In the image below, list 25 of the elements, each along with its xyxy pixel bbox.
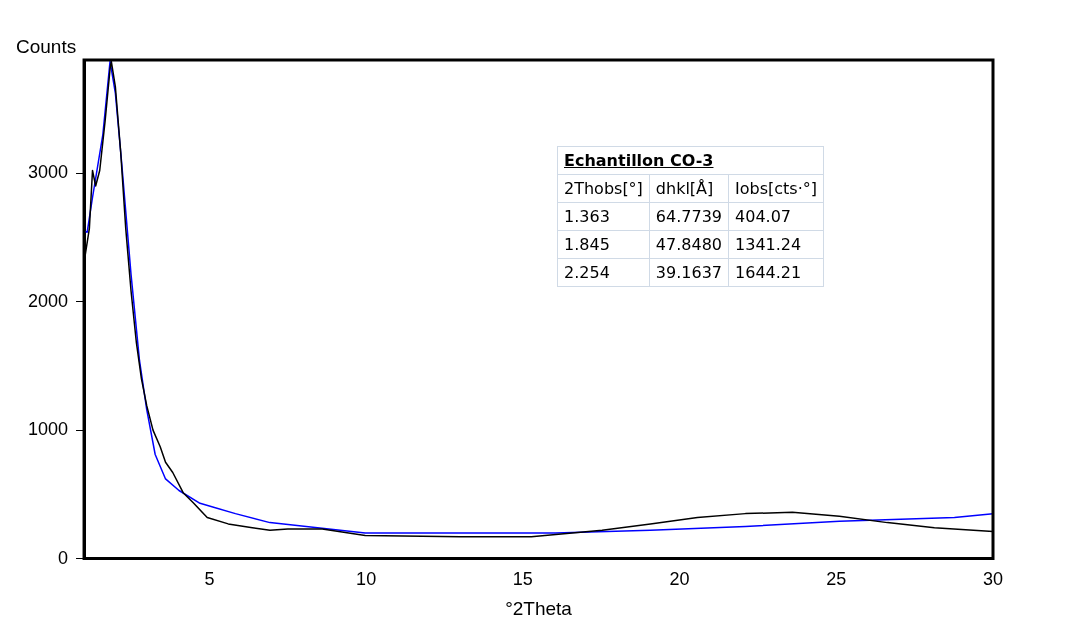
annotation: Iobs[cts·°] xyxy=(728,174,824,203)
annotation: 64.7739 xyxy=(649,202,729,231)
annotation: 2.254 xyxy=(557,258,650,287)
y-tick-label: 3000 xyxy=(28,162,69,183)
annotation: 1.845 xyxy=(557,230,650,259)
y-axis-title: Counts xyxy=(16,36,77,58)
annotation: 39.1637 xyxy=(649,258,729,287)
annotation: 2Thobs[°] xyxy=(557,174,650,203)
y-tick-label: 0 xyxy=(58,547,69,568)
annotation: 1644.21 xyxy=(728,258,824,287)
y-tick-label: 1000 xyxy=(28,419,69,440)
y-tick-label: 2000 xyxy=(28,290,69,311)
annotation: dhkl[Å] xyxy=(649,174,729,203)
x-tick-label: 25 xyxy=(826,569,847,590)
annotation: 1.363 xyxy=(557,202,650,231)
annotation: Echantillon CO-3 xyxy=(557,146,824,175)
x-tick-label: 30 xyxy=(982,569,1004,590)
x-tick-label: 10 xyxy=(356,569,377,590)
x-tick-label: 20 xyxy=(669,569,690,590)
x-tick-label: 5 xyxy=(204,569,215,590)
annotation: 404.07 xyxy=(728,202,824,231)
x-tick-label: 15 xyxy=(512,569,533,590)
annotation: 47.8480 xyxy=(649,230,729,259)
x-axis-title: °2Theta xyxy=(505,597,573,619)
annotation: 1341.24 xyxy=(728,230,824,259)
